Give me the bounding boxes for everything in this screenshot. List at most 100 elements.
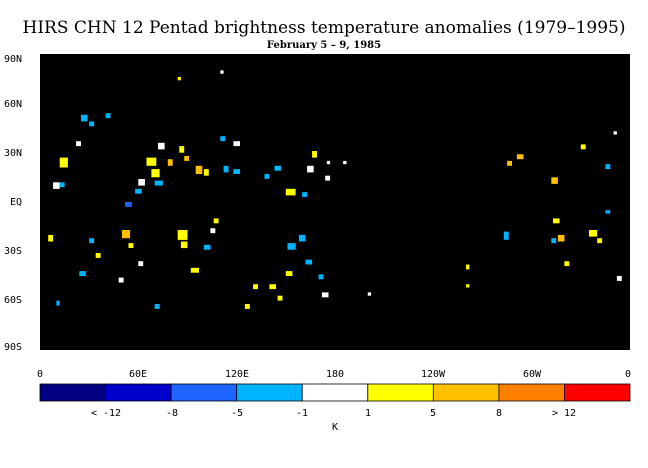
colorbar-swatch bbox=[170, 383, 238, 402]
lon-label-0-end: 0 bbox=[625, 369, 631, 380]
colorbar-unit-label: K bbox=[332, 422, 338, 433]
colorbar-swatch bbox=[498, 383, 565, 402]
anomaly-patch bbox=[466, 284, 470, 288]
lat-label-30n: 30N bbox=[4, 148, 22, 159]
anomaly-patch bbox=[210, 228, 216, 234]
anomaly-patch bbox=[605, 164, 611, 170]
anomaly-patch bbox=[180, 241, 188, 249]
anomaly-patch bbox=[503, 231, 509, 240]
anomaly-patch bbox=[597, 238, 603, 244]
colorbar-label-gt-12: > 12 bbox=[552, 408, 576, 419]
colorbar-swatch bbox=[236, 383, 303, 402]
longitude-axis: 0 60E 120E 180 120W 60W 0 bbox=[37, 369, 631, 380]
anomaly-patch bbox=[325, 175, 331, 181]
lat-label-90s: 90S bbox=[4, 342, 22, 353]
anomaly-patch bbox=[128, 243, 134, 248]
anomaly-patch bbox=[274, 165, 281, 171]
anomaly-patch bbox=[244, 304, 250, 309]
anomaly-patch bbox=[203, 169, 209, 176]
colorbar-swatch bbox=[105, 383, 172, 402]
anomaly-patch bbox=[305, 259, 313, 265]
anomaly-patch bbox=[516, 154, 524, 160]
lat-label-eq: EQ bbox=[10, 197, 22, 208]
anomaly-patch bbox=[233, 169, 240, 174]
latitude-axis: 90N 60N 30N EQ 30S 60S 90S bbox=[4, 54, 22, 353]
anomaly-patch bbox=[56, 300, 60, 306]
anomaly-patch bbox=[307, 165, 314, 173]
anomaly-patch bbox=[177, 77, 181, 81]
anomaly-patch bbox=[220, 70, 224, 74]
anomaly-patch bbox=[553, 218, 560, 224]
anomaly-patch bbox=[312, 151, 317, 158]
anomaly-patch bbox=[326, 160, 331, 165]
anomaly-patch bbox=[59, 157, 68, 168]
anomaly-patch bbox=[616, 276, 622, 281]
lon-label-60e: 60E bbox=[129, 369, 147, 380]
anomaly-patch bbox=[220, 136, 226, 142]
anomaly-patch bbox=[184, 156, 190, 161]
anomaly-patch bbox=[203, 244, 211, 250]
lon-label-60w: 60W bbox=[523, 369, 542, 380]
anomaly-patch bbox=[277, 295, 283, 301]
colorbar-label-neg8: -8 bbox=[166, 408, 178, 419]
colorbar bbox=[39, 383, 631, 402]
anomaly-patches-layer bbox=[48, 70, 622, 309]
colorbar-label-1: 1 bbox=[365, 408, 371, 419]
colorbar-label-5: 5 bbox=[430, 408, 436, 419]
anomaly-patch bbox=[285, 271, 293, 276]
anomaly-patch bbox=[302, 192, 308, 197]
map-background bbox=[40, 54, 630, 350]
anomaly-patch bbox=[105, 113, 111, 119]
anomaly-patch bbox=[233, 141, 240, 147]
map-subtitle: February 5 – 9, 1985 bbox=[266, 40, 382, 51]
anomaly-patch bbox=[118, 277, 124, 283]
anomaly-patch bbox=[146, 157, 157, 166]
anomaly-patch bbox=[613, 131, 617, 135]
anomaly-patch bbox=[466, 264, 470, 270]
anomaly-patch bbox=[95, 253, 101, 258]
anomaly-patch bbox=[89, 121, 95, 127]
anomaly-patch bbox=[76, 141, 81, 147]
anomaly-patch bbox=[177, 230, 188, 240]
colorbar-swatch bbox=[432, 383, 500, 402]
anomaly-patch bbox=[367, 292, 372, 296]
anomaly-patch bbox=[158, 142, 165, 150]
anomaly-patch bbox=[507, 160, 512, 166]
lon-label-120w: 120W bbox=[421, 369, 446, 380]
anomaly-patch bbox=[138, 261, 144, 267]
anomaly-patch bbox=[264, 174, 270, 179]
anomaly-patch bbox=[79, 271, 86, 276]
anomaly-patch bbox=[59, 182, 65, 188]
anomaly-patch bbox=[167, 159, 173, 166]
anomaly-patch bbox=[213, 218, 219, 224]
anomaly-patch bbox=[190, 267, 199, 273]
anomaly-patch bbox=[48, 234, 54, 242]
anomaly-patch bbox=[269, 284, 276, 290]
anomaly-patch bbox=[580, 144, 586, 150]
anomaly-patch bbox=[253, 284, 258, 290]
colorbar-swatch bbox=[39, 383, 106, 402]
colorbar-swatch bbox=[564, 383, 631, 402]
colorbar-swatch bbox=[367, 383, 434, 402]
anomaly-patch bbox=[551, 238, 557, 244]
anomaly-patch bbox=[557, 234, 565, 242]
anomaly-patch bbox=[318, 274, 324, 280]
anomaly-patch bbox=[287, 243, 296, 250]
anomaly-patch bbox=[138, 179, 145, 186]
anomaly-patch bbox=[154, 304, 160, 309]
lon-label-180: 180 bbox=[326, 369, 344, 380]
map-title: HIRS CHN 12 Pentad brightness temperatur… bbox=[22, 18, 626, 38]
anomaly-patch bbox=[551, 177, 558, 184]
anomaly-patch bbox=[564, 261, 570, 267]
anomaly-patch bbox=[135, 188, 142, 194]
lat-label-90n: 90N bbox=[4, 54, 22, 65]
anomaly-patch bbox=[125, 202, 132, 207]
anomaly-patch bbox=[321, 292, 329, 298]
anomaly-patch bbox=[343, 160, 347, 165]
lat-label-60n: 60N bbox=[4, 99, 22, 110]
lon-label-120e: 120E bbox=[225, 369, 249, 380]
anomaly-patch bbox=[81, 114, 88, 122]
colorbar-label-neg1: -1 bbox=[296, 408, 308, 419]
anomaly-patch bbox=[121, 230, 131, 239]
